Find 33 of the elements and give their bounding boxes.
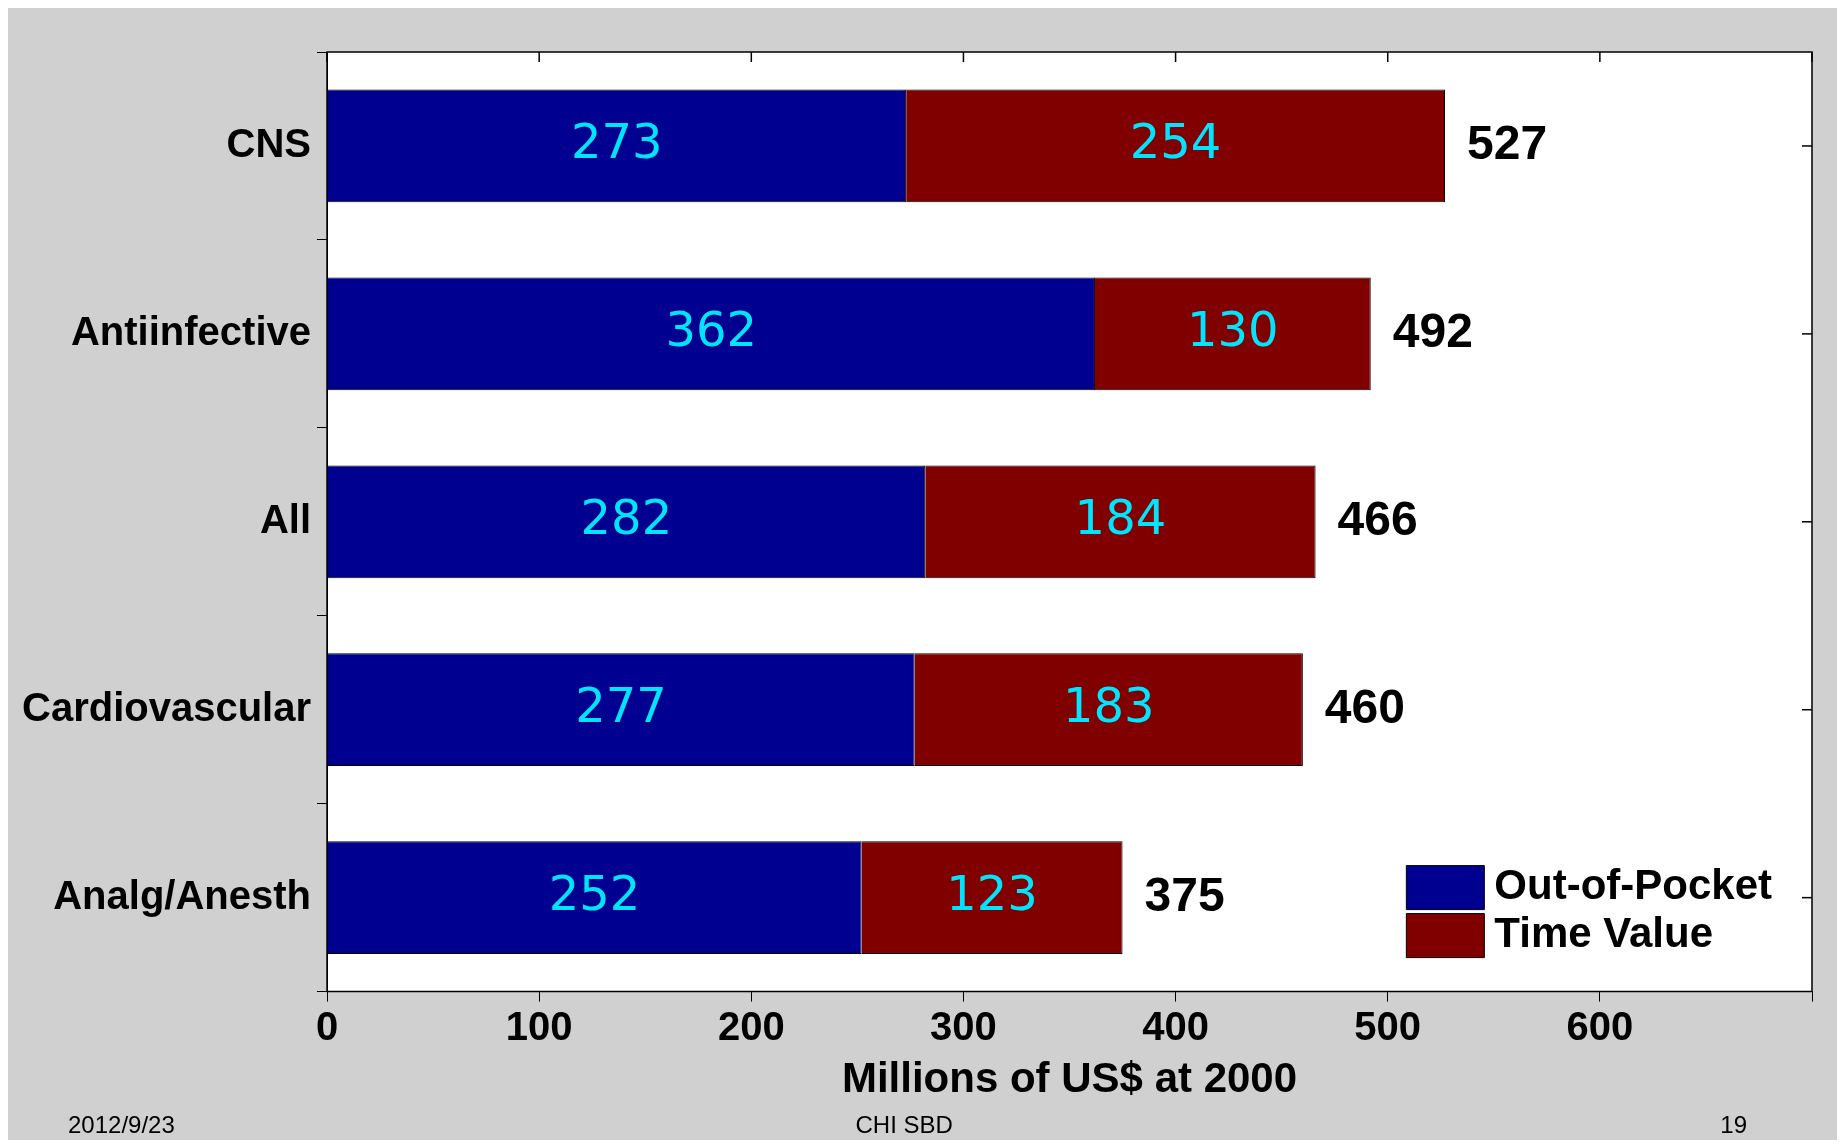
x-tick-label: 500 (1354, 1003, 1422, 1048)
total-label: 460 (1324, 679, 1405, 733)
total-label: 527 (1467, 116, 1548, 170)
x-tick-label: 400 (1142, 1003, 1209, 1048)
text: CHI SBD (855, 1110, 953, 1138)
data-label: 123 (946, 865, 1038, 922)
data-label: 362 (665, 301, 758, 358)
y-tick-label: Cardiovascular (21, 684, 312, 729)
data-label: 282 (580, 489, 673, 546)
total-label: 375 (1144, 867, 1225, 921)
total-label: 492 (1392, 304, 1473, 358)
text: 2012/9/23 (68, 1110, 175, 1138)
data-label: 130 (1187, 301, 1279, 358)
data-label: 254 (1129, 113, 1222, 170)
data-label: 273 (571, 113, 663, 170)
x-tick-label: 300 (930, 1003, 997, 1048)
x-tick-label: 200 (717, 1003, 785, 1048)
data-label: 277 (575, 677, 667, 734)
x-tick-label: 0 (315, 1003, 339, 1048)
y-tick-label: Antiinfective (70, 308, 312, 353)
x-tick-label: 100 (505, 1003, 573, 1048)
x-axis-title: Millions of US$ at 2000 (841, 1054, 1298, 1102)
data-label: 184 (1074, 489, 1167, 546)
y-tick-label: Analg/Anesth (53, 872, 312, 917)
total-label: 466 (1337, 492, 1418, 546)
legend-label: Time Value (1494, 909, 1714, 957)
text: 19 (1720, 1110, 1747, 1138)
x-tick-label: 600 (1566, 1003, 1634, 1048)
legend-label: Out-of-Pocket (1494, 861, 1773, 909)
y-tick-label: CNS (226, 120, 312, 165)
y-tick-label: All (259, 496, 312, 541)
data-label: 183 (1062, 677, 1155, 734)
data-label: 252 (548, 865, 641, 922)
